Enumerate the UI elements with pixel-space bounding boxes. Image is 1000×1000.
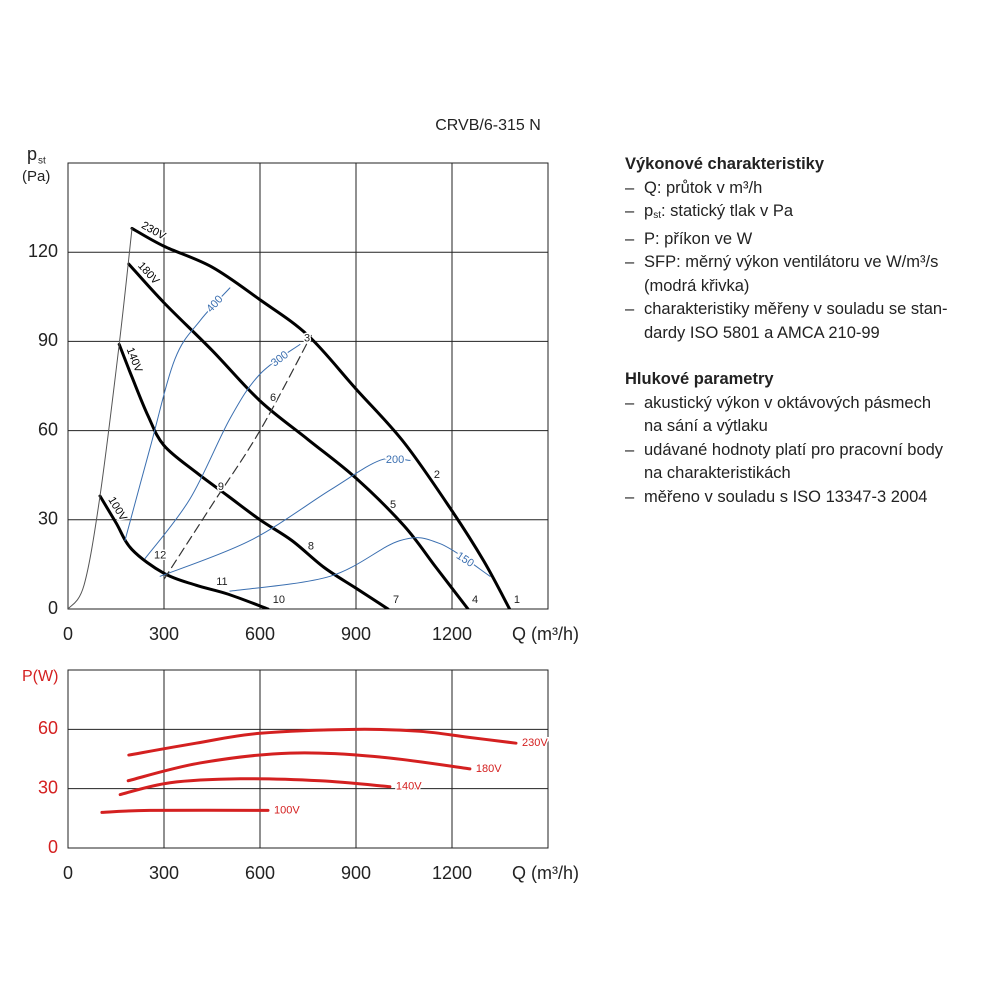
series-line [98,494,270,609]
notes-text: : statický tlak v Pa [660,202,794,220]
series-line [127,727,518,757]
point-label: 9 [218,481,224,493]
point-label: 2 [434,469,440,481]
series-line [117,342,390,609]
point-label: 4 [472,594,478,606]
notes-line: akustický výkon v oktávových pásmech [644,393,932,412]
notes: Výkonové charakteristiky Q: průtok v m³/… [625,153,995,509]
y-axis-label: P(W) [22,668,58,685]
plot-frame [67,162,549,610]
notes-line: charakteristiky měřeny v souladu se stan… [644,300,948,318]
plot-frame [67,669,549,849]
notes-line: Q: průtok v m³/h [644,178,763,197]
notes-line: P: příkon ve W [644,229,753,248]
notes-item: udávané hodnoty platí pro pracovní body n… [625,439,995,486]
x-tick-label: 900 [341,863,371,883]
y-tick-label: 30 [38,777,58,797]
y-tick-label: 90 [38,330,58,350]
y-tick-label: 0 [48,837,58,857]
notes-item: pst: statický tlak v Pa [625,200,995,228]
notes-list: akustický výkon v oktávových pásmech na s… [625,392,995,510]
y-axis-unit: (Pa) [22,168,50,185]
notes-heading: Hlukové parametry [625,370,774,388]
series-label: 300 [269,349,291,370]
notes-heading: Výkonové charakteristiky [625,155,825,173]
series-line [68,227,133,609]
notes-item: měřeno v souladu s ISO 13347-3 2004 [625,486,995,510]
y-tick-label: 30 [38,509,58,529]
point-label: 6 [270,392,276,404]
notes-line: na sání a výtlaku [644,417,768,435]
series-label: 200 [386,454,404,466]
point-label: 10 [273,594,285,606]
x-tick-label: 900 [341,624,371,644]
point-label: 1 [514,594,520,606]
series-line [130,226,512,609]
y-tick-label: 60 [38,718,58,738]
y-axis-label-sub: st [38,156,46,167]
notes-item: Q: průtok v m³/h [625,177,995,201]
x-tick-label: 600 [245,624,275,644]
series-line [118,777,392,797]
point-label: 7 [393,594,399,606]
notes-line: (modrá křivka) [644,276,750,295]
series-line [126,751,472,783]
series-label: 100V [274,804,300,816]
y-axis-label: p [27,144,37,164]
notes-line: na charakteristikách [644,464,791,482]
x-axis-label: Q (m³/h) [512,624,579,644]
series-label: 140V [396,781,422,793]
series-line [127,262,470,609]
chart-title: CRVB/6-315 N [435,117,541,134]
series-line [163,334,312,580]
y-tick-label: 60 [38,419,58,439]
point-label: 3 [304,332,310,344]
point-label: 8 [308,540,314,552]
notes-item: P: příkon ve W [625,228,995,252]
series-line [124,287,231,542]
x-tick-label: 0 [63,624,73,644]
x-tick-label: 0 [63,863,73,883]
series-label: 230V [522,737,548,749]
x-tick-label: 300 [149,624,179,644]
x-tick-label: 300 [149,863,179,883]
series-line [144,343,301,559]
notes-line: udávané hodnoty platí pro pracovní body [644,440,944,459]
notes-list: Q: průtok v m³/hpst: statický tlak v PaP… [625,177,995,346]
y-tick-label: 0 [48,598,58,618]
y-tick-label: 120 [28,241,58,261]
series-line [159,457,411,577]
notes-line: dardy ISO 5801 a AMCA 210-99 [644,323,880,342]
x-tick-label: 1200 [432,624,472,644]
x-axis-label: Q (m³/h) [512,863,579,883]
notes-text: p [644,202,654,220]
notes-line: měřeno v souladu s ISO 13347-3 2004 [644,487,928,506]
point-label: 5 [390,499,396,511]
point-label: 12 [154,549,166,561]
series-line [229,537,491,592]
series-label: 180V [476,763,502,775]
notes-item: akustický výkon v oktávových pásmech na s… [625,392,995,439]
notes-line: SFP: měrný výkon ventilátoru ve W/m³/s [644,253,939,271]
series-line [100,808,270,814]
notes-subscript: st [653,210,661,221]
notes-item: SFP: měrný výkon ventilátoru ve W/m³/s (m… [625,251,995,298]
x-tick-label: 600 [245,863,275,883]
point-label: 11 [216,576,227,588]
notes-item: charakteristiky měřeny v souladu se stan… [625,298,995,345]
x-tick-label: 1200 [432,863,472,883]
